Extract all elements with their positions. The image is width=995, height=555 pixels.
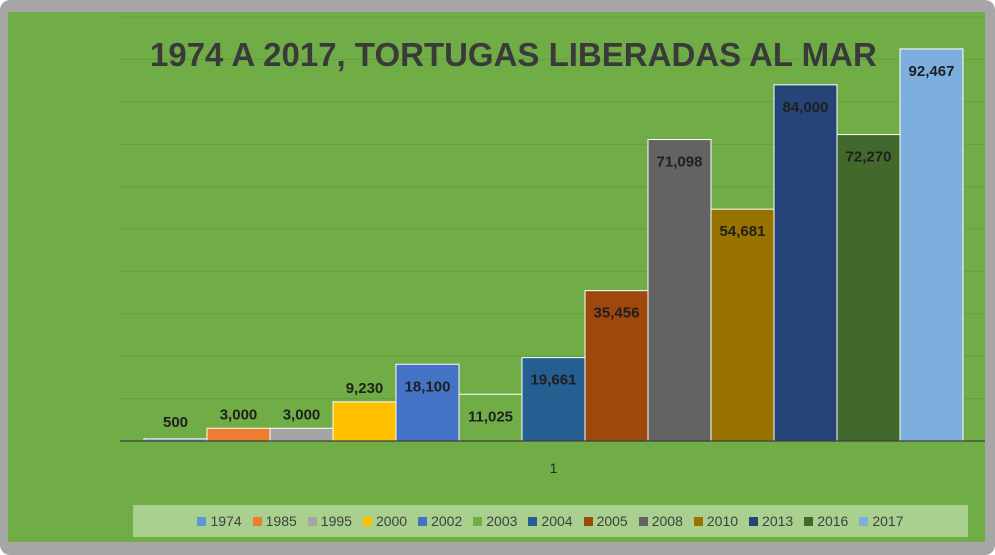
legend-item-2013: 2013 xyxy=(749,513,793,529)
legend-swatch xyxy=(307,516,317,526)
legend-label: 2016 xyxy=(817,513,849,529)
legend-swatch xyxy=(804,516,814,526)
legend-swatch xyxy=(473,516,483,526)
data-label-1974: 500 xyxy=(163,414,188,431)
legend-swatch xyxy=(749,516,759,526)
legend-label: 1995 xyxy=(320,513,352,529)
legend-item-2008: 2008 xyxy=(638,513,683,529)
bar-2005 xyxy=(584,290,649,442)
legend-item-2010: 2010 xyxy=(693,513,739,529)
category-label: 1 xyxy=(550,460,558,476)
legend-label: 2004 xyxy=(541,513,573,529)
data-label-2004: 19,661 xyxy=(531,372,577,389)
legend-swatch xyxy=(197,516,207,526)
legend: 1974 1985 1995 2000 2002 2003 2004 2005 2008 2010… xyxy=(133,505,968,537)
legend-swatch xyxy=(528,516,538,526)
legend-swatch xyxy=(859,516,869,526)
data-label-2002: 18,100 xyxy=(405,378,451,395)
legend-swatch xyxy=(583,516,593,526)
bar-1985 xyxy=(206,427,271,442)
bar-2004 xyxy=(521,357,586,442)
legend-swatch xyxy=(638,516,648,526)
legend-item-2003: 2003 xyxy=(473,513,517,529)
data-label-2016: 72,270 xyxy=(846,149,892,166)
legend-label: 2005 xyxy=(596,513,628,529)
bar-1995 xyxy=(269,427,334,442)
legend-item-2017: 2017 xyxy=(859,513,904,529)
legend-swatch xyxy=(362,516,372,526)
legend-label: 2013 xyxy=(762,513,794,529)
bars xyxy=(143,48,964,442)
data-label-1995: 3,000 xyxy=(283,406,321,423)
legend-item-2004: 2004 xyxy=(528,513,573,529)
bar-2000 xyxy=(332,401,397,442)
legend-item-1995: 1995 xyxy=(307,513,352,529)
legend-swatch xyxy=(252,516,262,526)
legend-label: 2008 xyxy=(651,513,683,529)
data-label-2013: 84,000 xyxy=(783,99,829,116)
bar-2002 xyxy=(395,363,460,442)
bar-2010 xyxy=(710,208,775,442)
data-label-2008: 71,098 xyxy=(657,154,703,171)
legend-item-2005: 2005 xyxy=(583,513,628,529)
bar-2016 xyxy=(836,134,901,442)
legend-item-2016: 2016 xyxy=(804,513,848,529)
legend-label: 2003 xyxy=(486,513,518,529)
data-label-2000: 9,230 xyxy=(346,380,384,397)
legend-label: 2010 xyxy=(706,513,739,529)
legend-swatch xyxy=(693,516,703,526)
data-label-2017: 92,467 xyxy=(909,63,955,80)
legend-label: 1974 xyxy=(210,513,242,529)
data-label-2010: 54,681 xyxy=(720,223,766,240)
legend-label: 2000 xyxy=(375,513,408,529)
legend-item-2002: 2002 xyxy=(418,513,462,529)
legend-label: 2002 xyxy=(431,513,463,529)
chart-title: 1974 A 2017, TORTUGAS LIBERADAS AL MAR xyxy=(150,36,877,73)
data-label-2005: 35,456 xyxy=(594,305,640,322)
bar-2013 xyxy=(773,84,838,442)
data-label-2003: 11,025 xyxy=(468,408,513,425)
bar-2008 xyxy=(647,139,712,442)
data-labels: 500 3,000 3,000 9,230 18,100 11,025 19,661 35,4… xyxy=(163,63,954,431)
bar-2017 xyxy=(899,48,964,442)
legend-label: 2017 xyxy=(872,513,904,529)
legend-item-2000: 2000 xyxy=(362,513,408,529)
data-label-1985: 3,000 xyxy=(220,406,258,423)
legend-item-1974: 1974 xyxy=(197,513,242,529)
legend-label: 1985 xyxy=(265,513,297,529)
legend-item-1985: 1985 xyxy=(252,513,297,529)
legend-swatch xyxy=(418,516,428,526)
